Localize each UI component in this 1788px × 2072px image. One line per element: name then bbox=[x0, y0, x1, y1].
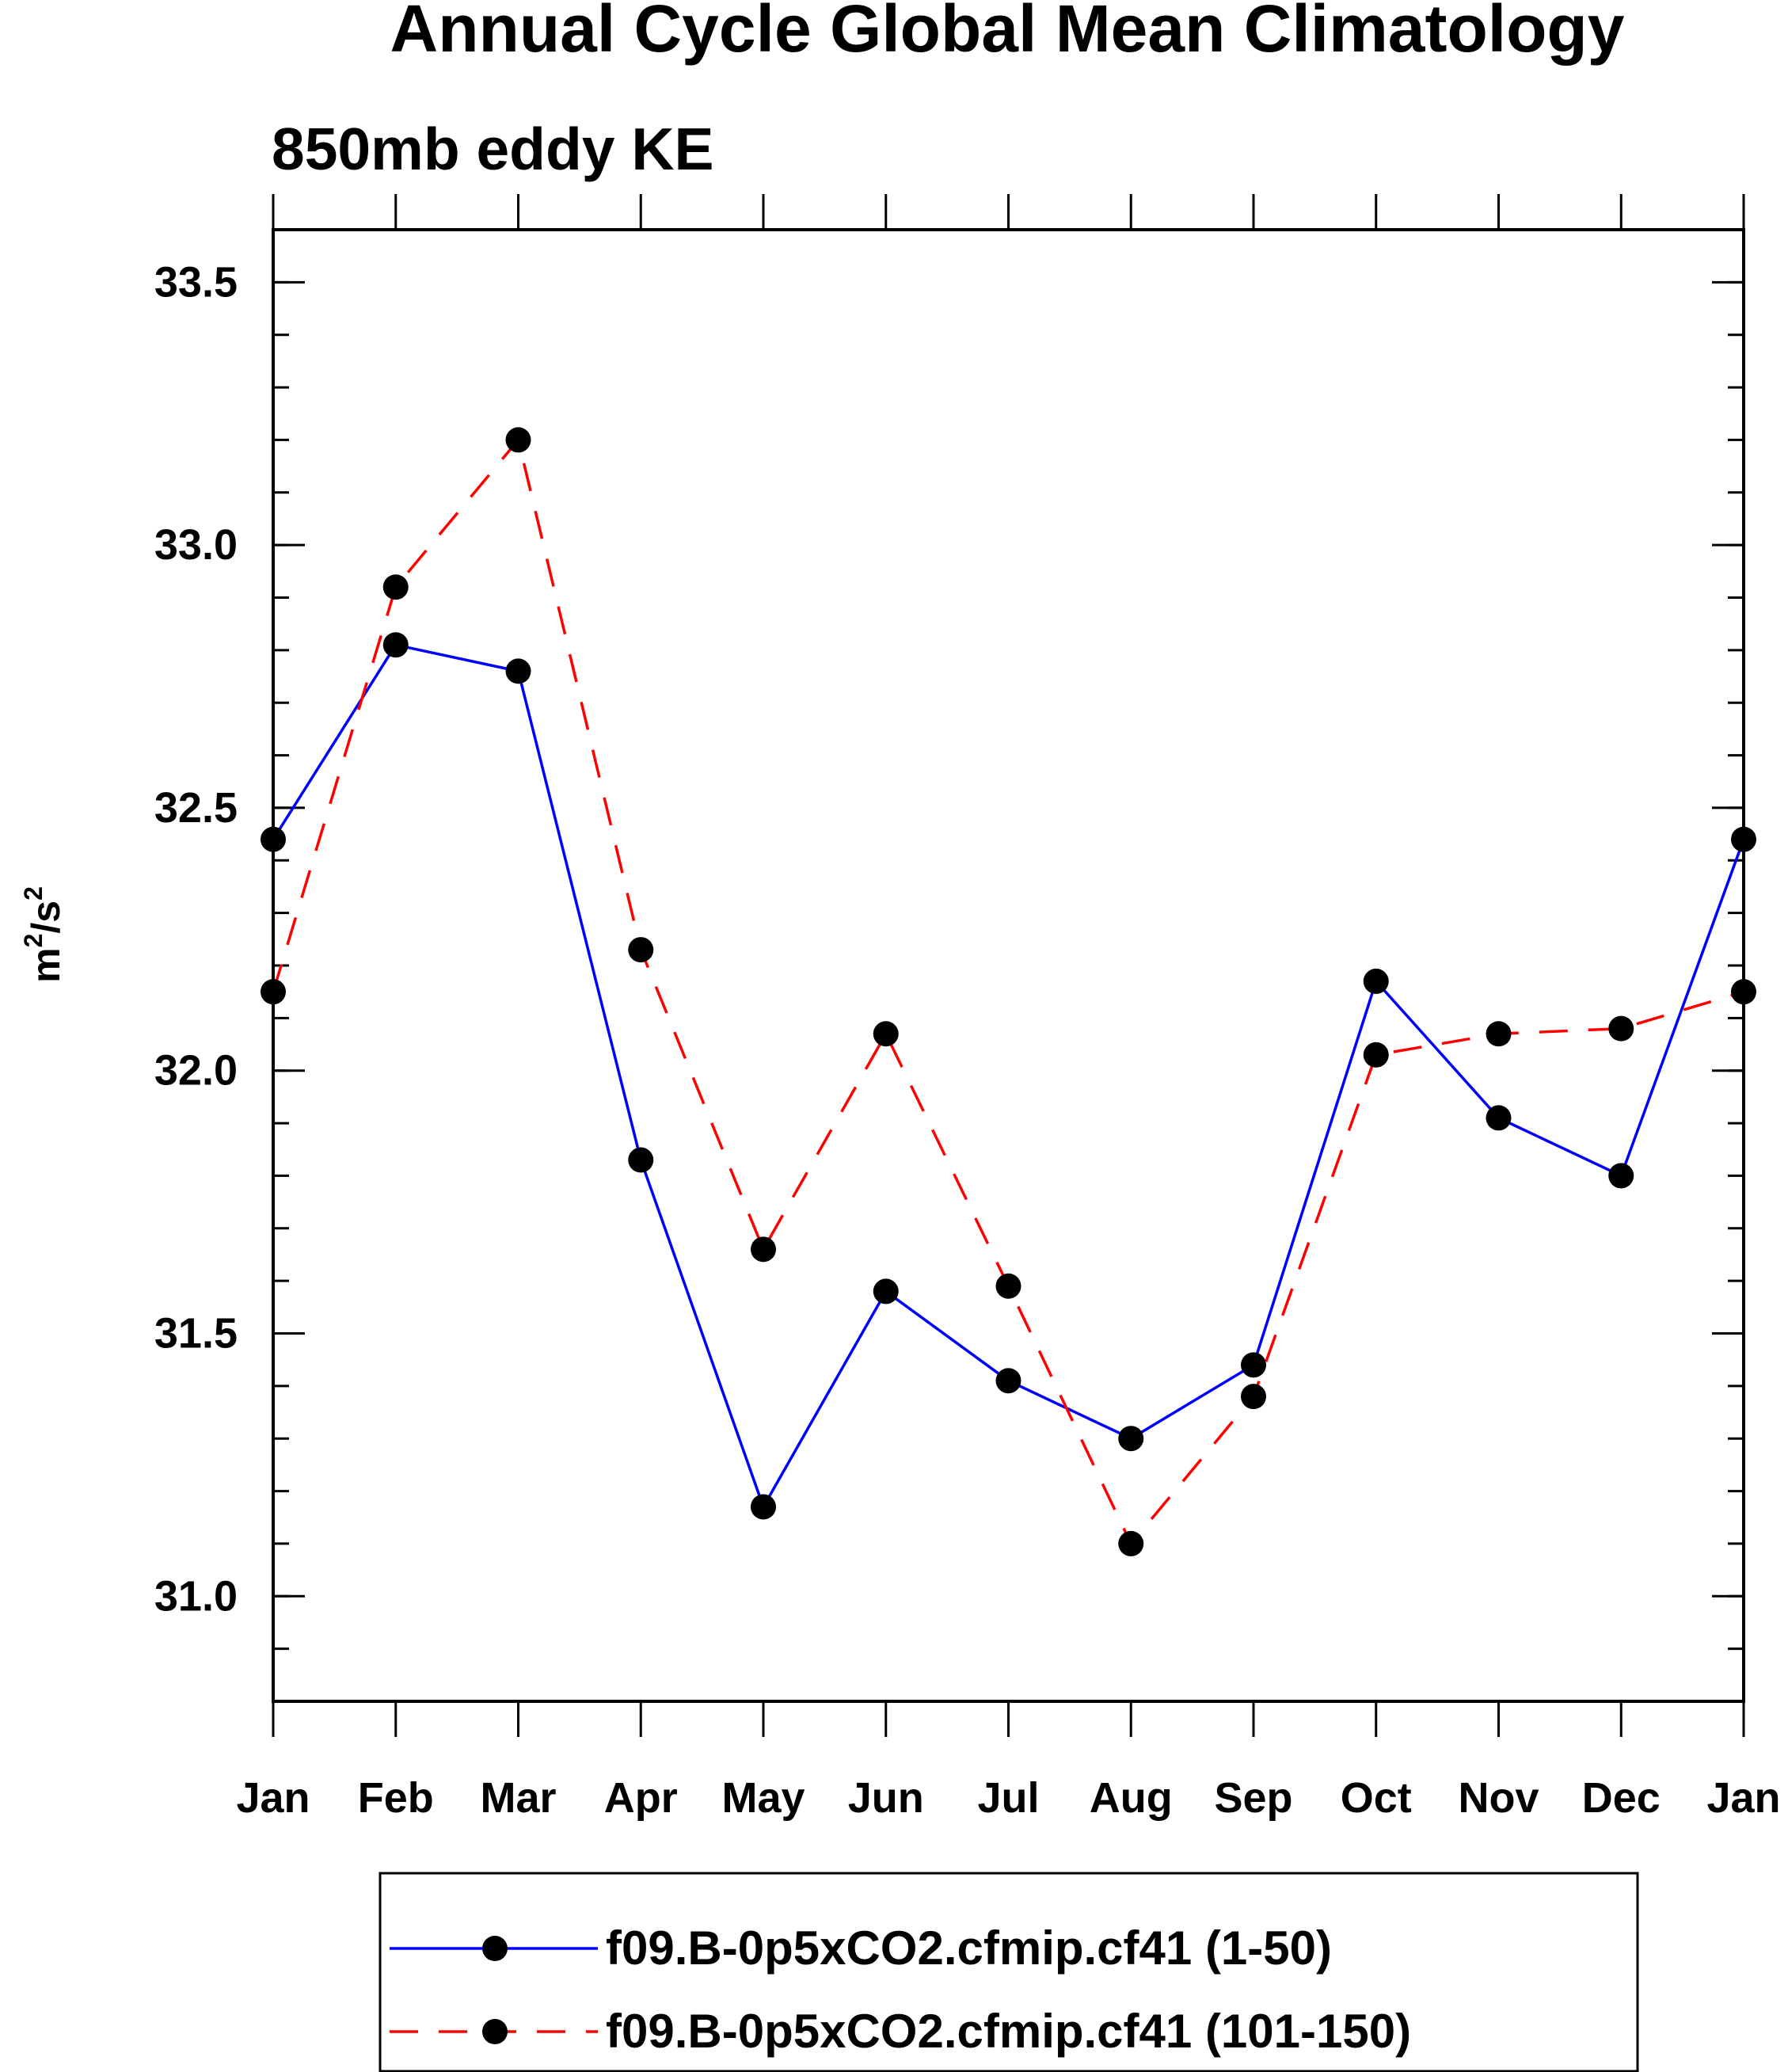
x-tick-label: Jun bbox=[848, 1774, 924, 1822]
series-2-point bbox=[995, 1273, 1021, 1299]
series-1-point bbox=[628, 1147, 654, 1173]
legend-box bbox=[379, 1872, 1639, 2072]
legend-label-2: f09.B-0p5xCO2.cfmip.cf41 (101-150) bbox=[606, 2005, 1411, 2058]
series-1-point bbox=[1241, 1352, 1266, 1378]
series-2-point bbox=[873, 1021, 899, 1047]
series-1-point bbox=[1118, 1426, 1144, 1452]
series-1-point bbox=[751, 1494, 776, 1520]
chart-title: Annual Cycle Global Mean Climatology bbox=[390, 0, 1625, 66]
x-tick-label: May bbox=[721, 1774, 805, 1822]
y-tick-label: 31.5 bbox=[154, 1310, 238, 1358]
x-tick-label: Jan bbox=[1706, 1774, 1780, 1822]
x-tick-label: Aug bbox=[1090, 1774, 1173, 1822]
x-tick-label: Mar bbox=[480, 1774, 556, 1822]
legend-marker-1 bbox=[482, 1936, 508, 1961]
x-tick-label: Jan bbox=[236, 1774, 310, 1822]
series-1-point bbox=[505, 658, 531, 684]
y-axis-label-exp2: 2 bbox=[19, 886, 48, 901]
series-2-point bbox=[1363, 1042, 1389, 1068]
y-tick-label: 33.5 bbox=[154, 258, 238, 306]
series-1-point bbox=[873, 1278, 899, 1305]
y-axis-label: m2/s2 bbox=[19, 886, 68, 983]
y-tick-label: 32.5 bbox=[154, 784, 238, 832]
series-1-point bbox=[1486, 1105, 1512, 1131]
y-tick-label: 31.0 bbox=[154, 1572, 238, 1620]
series-1-point bbox=[382, 632, 409, 658]
series-2-point bbox=[751, 1236, 776, 1263]
legend-marker-2 bbox=[482, 2019, 508, 2044]
plot-series bbox=[261, 427, 1756, 1556]
legend-label-1: f09.B-0p5xCO2.cfmip.cf41 (1-50) bbox=[606, 1922, 1332, 1975]
x-tick-label: Oct bbox=[1341, 1774, 1412, 1822]
axes: 31.0 31.5 32.0 32.5 33.0 33.5 Jan Feb Mar Apr May J… bbox=[154, 194, 1781, 1822]
series-2-point bbox=[1608, 1015, 1634, 1042]
legend: f09.B-0p5xCO2.cfmip.cf41 (1-50) f09.B-0p5… bbox=[379, 1872, 1639, 2072]
y-tick-label: 33.0 bbox=[154, 521, 238, 569]
x-tick-label: Nov bbox=[1458, 1774, 1539, 1822]
x-tick-label: Feb bbox=[358, 1774, 434, 1822]
series-2-point bbox=[628, 937, 654, 963]
x-tick-label: Jul bbox=[977, 1774, 1039, 1822]
y-axis-label-base: m bbox=[24, 947, 68, 982]
series-2-point bbox=[382, 574, 409, 600]
series-1-point bbox=[1363, 968, 1389, 994]
chart-subtitle: 850mb eddy KE bbox=[272, 116, 714, 182]
series-1-point bbox=[1608, 1163, 1634, 1189]
x-tick-label: Dec bbox=[1582, 1774, 1661, 1822]
x-tick-label: Sep bbox=[1214, 1774, 1292, 1822]
svg-text:m2/s2: m2/s2 bbox=[19, 886, 68, 983]
x-tick-label: Apr bbox=[604, 1774, 678, 1822]
series-2-point bbox=[1486, 1021, 1512, 1047]
series-2-point bbox=[505, 427, 531, 453]
y-tick-label: 32.0 bbox=[154, 1047, 238, 1095]
plot-frame bbox=[272, 228, 1745, 1703]
series-2-point bbox=[1118, 1530, 1144, 1556]
series-2-point bbox=[1241, 1384, 1266, 1410]
series-1-point bbox=[995, 1368, 1021, 1394]
y-axis-label-mid: /s bbox=[24, 901, 68, 934]
y-axis-label-exp1: 2 bbox=[19, 934, 48, 948]
